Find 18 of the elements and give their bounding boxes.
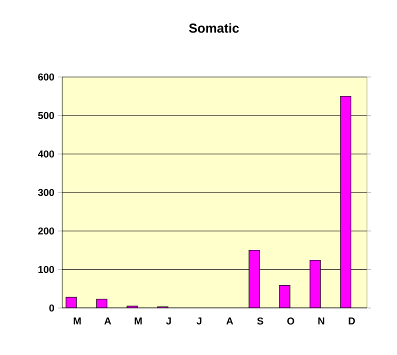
x-tick-label: J (196, 318, 202, 324)
chart-title: Somatic (189, 23, 239, 33)
x-tick-label: J (166, 318, 171, 324)
x-tick-label: A (104, 318, 112, 324)
y-tick-label: 100 (38, 266, 54, 274)
x-tick-label: S (257, 318, 264, 325)
x-tick-label: N (318, 318, 324, 324)
y-tick-label: 300 (38, 188, 54, 196)
y-tick-label: 200 (38, 227, 54, 235)
x-tick-label: D (348, 318, 355, 324)
x-tick-label: M (134, 318, 142, 324)
x-tick-label: A (226, 318, 234, 324)
y-tick-label: 0 (49, 304, 54, 312)
x-tick-label: O (287, 318, 294, 325)
y-tick-label: 600 (38, 73, 54, 81)
y-tick-label: 400 (38, 150, 54, 158)
y-tick-label: 500 (38, 112, 54, 120)
x-tick-label: M (74, 318, 81, 324)
